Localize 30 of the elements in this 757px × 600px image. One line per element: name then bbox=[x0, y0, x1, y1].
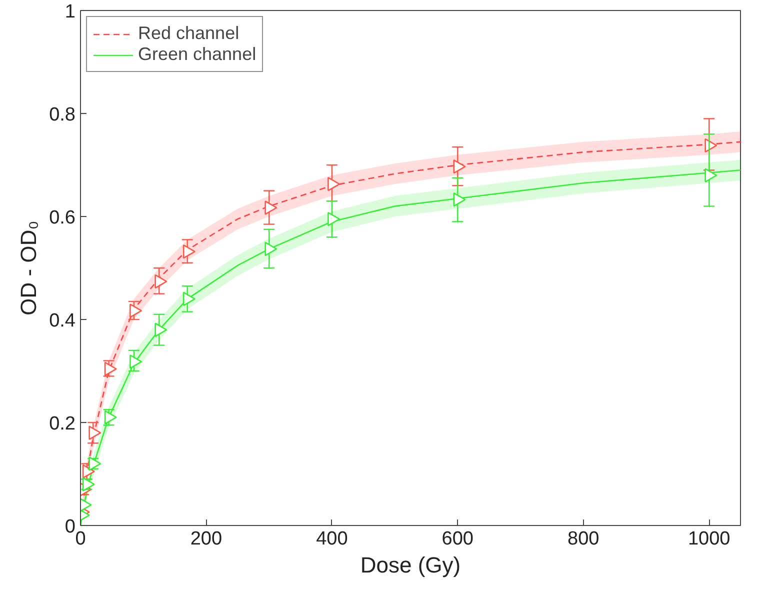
point bbox=[453, 192, 466, 207]
point bbox=[154, 322, 168, 337]
y-tick-label: 1 bbox=[64, 2, 76, 22]
point bbox=[154, 274, 168, 289]
point bbox=[264, 242, 278, 256]
y-axis-title: OD - OD₀ bbox=[16, 220, 42, 316]
y-tick-label: 0.8 bbox=[49, 104, 76, 126]
x-tick-label: 200 bbox=[190, 528, 222, 550]
point bbox=[130, 304, 142, 318]
x-tick-label: 400 bbox=[316, 528, 348, 550]
x-axis-title: Dose (Gy) bbox=[360, 552, 461, 578]
x-tick-label: 800 bbox=[568, 528, 600, 550]
legend-label: Green channel bbox=[138, 44, 256, 65]
y-tick-label: 0.4 bbox=[49, 310, 76, 332]
point bbox=[328, 176, 340, 192]
point bbox=[704, 168, 718, 182]
point bbox=[328, 212, 340, 226]
point bbox=[453, 159, 466, 174]
x-tick-label: 1000 bbox=[688, 528, 730, 550]
point bbox=[88, 426, 102, 440]
y-tick-label: 0.6 bbox=[49, 208, 76, 228]
point bbox=[182, 244, 196, 259]
point bbox=[182, 292, 196, 306]
point bbox=[82, 477, 95, 492]
x-tick-label: 600 bbox=[442, 528, 474, 550]
point bbox=[264, 200, 278, 215]
y-tick-label: 0.2 bbox=[49, 414, 76, 434]
point bbox=[82, 464, 95, 479]
point bbox=[130, 354, 142, 369]
legend-label: Red channel bbox=[138, 23, 240, 44]
